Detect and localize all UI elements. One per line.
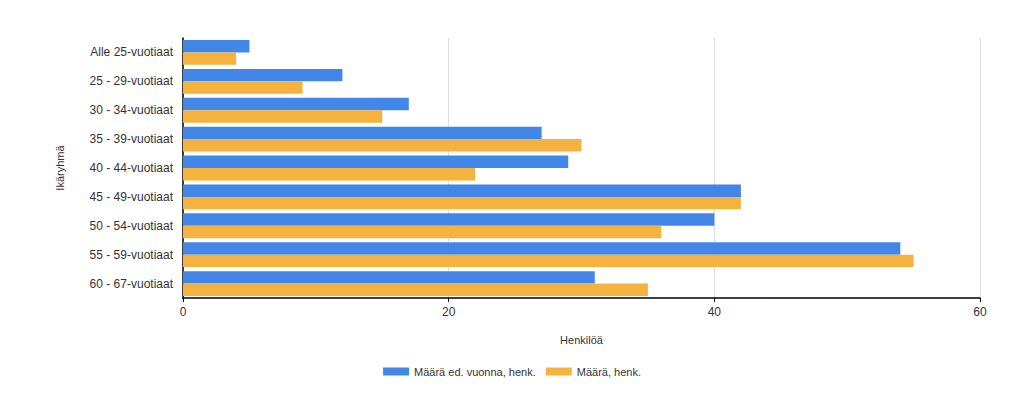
svg-text:30 - 34-vuotiaat: 30 - 34-vuotiaat — [90, 103, 174, 117]
svg-text:Määrä, henk.: Määrä, henk. — [577, 366, 641, 378]
svg-text:35 - 39-vuotiaat: 35 - 39-vuotiaat — [90, 132, 174, 146]
svg-text:50 - 54-vuotiaat: 50 - 54-vuotiaat — [90, 219, 174, 233]
svg-text:Määrä ed. vuonna, henk.: Määrä ed. vuonna, henk. — [414, 366, 536, 378]
svg-text:40: 40 — [708, 305, 722, 319]
svg-text:Ikäryhmä: Ikäryhmä — [54, 145, 66, 191]
svg-text:60 - 67-vuotiaat: 60 - 67-vuotiaat — [90, 277, 174, 291]
svg-text:45 - 49-vuotiaat: 45 - 49-vuotiaat — [90, 190, 174, 204]
svg-text:Alle 25-vuotiaat: Alle 25-vuotiaat — [90, 45, 173, 59]
svg-text:20: 20 — [442, 305, 456, 319]
svg-text:55 - 59-vuotiaat: 55 - 59-vuotiaat — [90, 248, 174, 262]
svg-text:Henkilöä: Henkilöä — [560, 334, 604, 346]
svg-text:25 - 29-vuotiaat: 25 - 29-vuotiaat — [90, 74, 174, 88]
svg-text:40 - 44-vuotiaat: 40 - 44-vuotiaat — [90, 161, 174, 175]
svg-text:60: 60 — [973, 305, 987, 319]
svg-text:0: 0 — [180, 305, 187, 319]
